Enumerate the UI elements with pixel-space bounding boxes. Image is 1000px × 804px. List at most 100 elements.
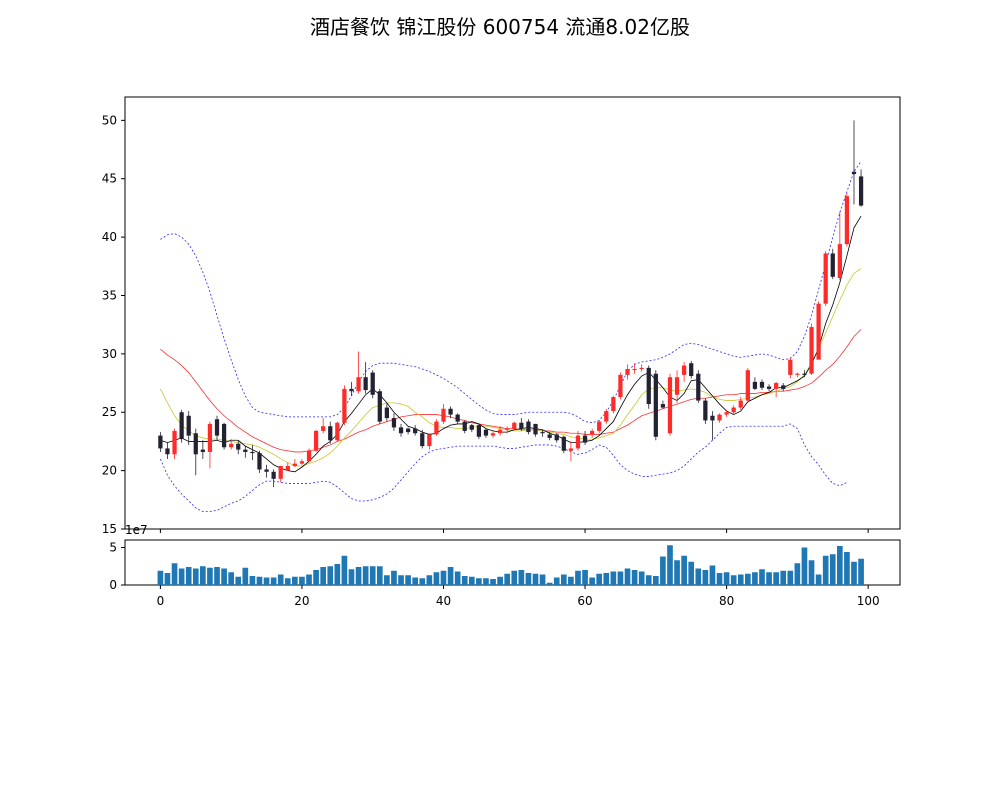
- candle-body-6: [200, 449, 205, 452]
- ma10-line: [160, 268, 862, 467]
- chart-title: 酒店餐饮 锦江股份 600754 流通8.02亿股: [310, 15, 690, 39]
- candle-body-49: [505, 428, 510, 430]
- candle-body-23: [321, 426, 326, 431]
- volume-bar-34: [398, 575, 404, 585]
- volume-bar-43: [461, 576, 468, 585]
- candle-body-85: [759, 381, 765, 388]
- volume-bar-39: [433, 572, 440, 585]
- candle-body-37: [420, 433, 425, 447]
- candle-body-87: [774, 383, 779, 389]
- candle-body-16: [271, 471, 276, 479]
- candle-body-89: [788, 359, 793, 375]
- candle-body-38: [427, 434, 432, 447]
- candle-body-86: [766, 386, 772, 389]
- price-y-tick-label-2: 25: [102, 405, 117, 419]
- volume-bar-17: [277, 574, 284, 585]
- candle-body-42: [455, 414, 460, 422]
- price-axes-frame: [124, 96, 901, 530]
- candle-body-65: [618, 374, 623, 398]
- volume-bar-75: [688, 561, 695, 585]
- volume-bar-59: [575, 570, 581, 585]
- candle-body-59: [575, 435, 581, 449]
- volume-axis-ticks: 0 5 0 20 40 60 80 100: [109, 541, 879, 609]
- volume-scale-label: 1e7: [125, 523, 148, 537]
- volume-bar-9: [221, 568, 227, 585]
- candle-body-99: [858, 176, 864, 206]
- x-tick-label-2: 40: [436, 594, 451, 608]
- candle-body-19: [292, 463, 297, 466]
- volume-bar-78: [709, 565, 716, 585]
- volume-bar-87: [773, 572, 779, 585]
- volume-bar-48: [497, 576, 503, 585]
- candle-body-94: [823, 253, 828, 304]
- x-tick-label-0: 0: [157, 594, 165, 608]
- volume-bar-91: [801, 547, 808, 585]
- price-y-tick-label-1: 20: [102, 464, 117, 478]
- candle-body-93: [816, 303, 821, 360]
- candle-body-29: [363, 377, 368, 391]
- volume-bar-23: [320, 567, 326, 585]
- volume-bar-41: [447, 567, 454, 585]
- candle-body-66: [625, 369, 630, 375]
- candle-body-61: [590, 430, 595, 435]
- volume-bar-56: [553, 577, 560, 585]
- volume-bar-69: [645, 575, 652, 585]
- volume-bar-12: [242, 567, 249, 585]
- candle-body-58: [568, 448, 574, 451]
- volume-bar-45: [476, 578, 482, 585]
- candle-body-90: [795, 373, 800, 375]
- volume-bar-55: [546, 582, 553, 585]
- candle-body-55: [547, 434, 552, 438]
- volume-bar-58: [568, 576, 574, 585]
- volume-bar-4: [185, 567, 192, 585]
- candle-body-54: [540, 432, 545, 434]
- candle-body-60: [582, 435, 588, 443]
- volume-bar-79: [716, 573, 723, 585]
- volume-bar-31: [376, 566, 383, 585]
- candle-body-74: [682, 365, 687, 375]
- candle-body-75: [689, 363, 694, 377]
- volume-bar-77: [702, 570, 709, 585]
- candle-body-40: [441, 408, 446, 422]
- volume-bar-89: [787, 570, 794, 585]
- candle-body-72: [667, 377, 673, 434]
- volume-bar-88: [780, 570, 787, 585]
- candle-body-10: [229, 443, 234, 448]
- price-y-tick-label-7: 50: [102, 113, 117, 127]
- candle-body-4: [186, 415, 191, 436]
- candle-body-1: [165, 448, 170, 455]
- volume-bar-53: [532, 573, 539, 585]
- volume-bar-16: [270, 577, 277, 585]
- candle-body-30: [370, 372, 375, 395]
- candle-body-21: [306, 450, 312, 462]
- volume-bar-15: [263, 577, 270, 585]
- volume-bar-20: [299, 576, 305, 585]
- candle-body-95: [830, 253, 835, 277]
- candle-body-41: [448, 408, 453, 415]
- volume-bar-38: [426, 575, 433, 585]
- volume-bar-24: [327, 566, 334, 585]
- candle-body-28: [356, 377, 361, 392]
- candle-body-7: [207, 423, 213, 452]
- volume-bar-33: [391, 570, 397, 585]
- ma20-line: [160, 329, 862, 453]
- candle-body-91: [802, 373, 807, 375]
- volume-bar-1: [164, 573, 171, 585]
- candle-body-78: [710, 415, 715, 421]
- candle-body-45: [476, 425, 482, 437]
- price-y-tick-label-3: 30: [102, 347, 117, 361]
- candle-body-52: [526, 421, 531, 433]
- candle-body-96: [837, 244, 842, 278]
- volume-bar-8: [214, 567, 220, 585]
- volume-bar-80: [723, 572, 730, 585]
- volume-bar-28: [355, 567, 362, 585]
- volume-bar-92: [808, 560, 815, 585]
- boll-upper-line: [160, 160, 862, 424]
- candle-body-20: [299, 461, 305, 464]
- volume-bar-90: [794, 563, 801, 585]
- price-y-tick-label-4: 35: [102, 288, 117, 302]
- volume-bar-44: [468, 576, 475, 585]
- candle-body-47: [490, 433, 496, 436]
- volume-plot-area: [157, 545, 864, 585]
- volume-bar-96: [837, 546, 843, 585]
